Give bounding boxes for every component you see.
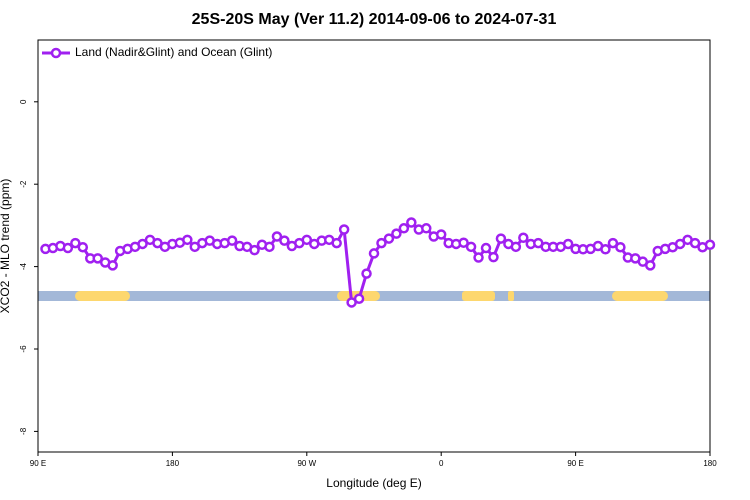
data-point xyxy=(368,248,380,259)
land-segment xyxy=(508,291,514,301)
y-axis-label: XCO2 - MLO trend (ppm) xyxy=(0,179,12,314)
data-point xyxy=(264,241,275,253)
legend: Land (Nadir&Glint) and Ocean (Glint) xyxy=(42,45,272,59)
chart-title: 25S-20S May (Ver 11.2) 2014-09-06 to 202… xyxy=(192,11,557,28)
land-segment xyxy=(612,291,668,301)
data-point xyxy=(107,260,118,271)
data-point xyxy=(77,241,89,253)
data-point xyxy=(301,234,313,246)
x-tick-label: 180 xyxy=(166,459,180,468)
data-point xyxy=(435,229,447,240)
data-point xyxy=(338,224,350,235)
data-point xyxy=(615,241,626,253)
data-point xyxy=(689,237,701,249)
data-point xyxy=(480,242,492,254)
data-point xyxy=(353,293,365,304)
land-segment xyxy=(75,291,130,301)
x-tick-label: 90 E xyxy=(30,459,46,468)
data-point xyxy=(674,238,686,250)
x-tick-label: 90 W xyxy=(297,459,316,468)
data-point xyxy=(226,235,238,246)
y-tick-label: -6 xyxy=(19,345,28,353)
y-tick-label: -4 xyxy=(19,262,28,270)
land-ocean-band xyxy=(38,291,710,301)
data-point xyxy=(562,238,574,250)
x-tick-label: 180 xyxy=(703,459,717,468)
data-point xyxy=(406,217,417,228)
data-point xyxy=(70,237,81,249)
x-tick-label: 0 xyxy=(439,459,444,468)
data-point xyxy=(249,244,260,256)
data-point xyxy=(473,252,484,263)
data-point xyxy=(458,237,469,248)
data-point xyxy=(376,237,387,249)
data-point xyxy=(62,242,74,254)
data-point xyxy=(510,241,522,253)
data-point xyxy=(607,237,619,249)
data-point xyxy=(704,239,716,251)
data-point xyxy=(137,238,148,250)
data-point xyxy=(600,244,611,255)
data-point xyxy=(398,223,410,234)
data-point xyxy=(361,268,372,279)
y-tick-label: 0 xyxy=(19,99,28,104)
data-point xyxy=(518,232,529,244)
y-tick-label: -8 xyxy=(19,427,28,435)
y-tick-label: -2 xyxy=(19,180,28,188)
x-axis-label: Longitude (deg E) xyxy=(326,476,421,490)
data-point xyxy=(271,231,283,242)
series-line xyxy=(45,220,711,305)
data-point xyxy=(383,233,395,244)
data-point xyxy=(488,251,499,263)
data-point xyxy=(645,260,656,271)
data-point xyxy=(421,223,432,234)
x-tick-label: 90 E xyxy=(567,459,583,468)
data-point xyxy=(465,241,477,253)
land-segment xyxy=(462,291,495,301)
data-point xyxy=(92,253,103,264)
data-point xyxy=(391,228,402,239)
data-point xyxy=(182,234,193,246)
legend-marker xyxy=(50,47,62,59)
data-point xyxy=(331,237,342,249)
data-point xyxy=(279,235,290,246)
legend-label: Land (Nadir&Glint) and Ocean (Glint) xyxy=(75,45,272,59)
data-point xyxy=(495,233,507,244)
